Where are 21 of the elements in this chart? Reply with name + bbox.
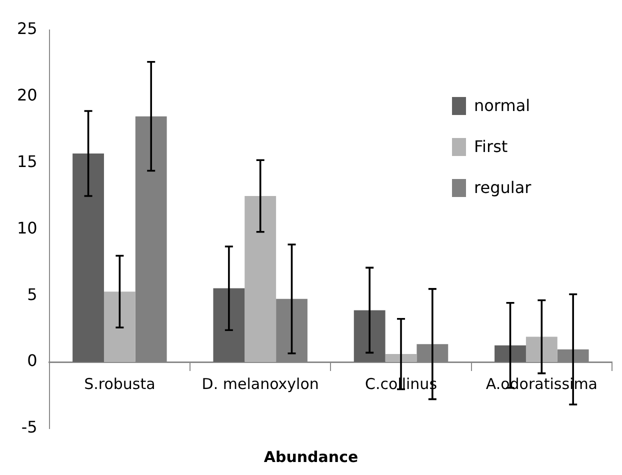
y-tick-label: 25: [17, 19, 38, 38]
y-tick-label: 5: [27, 284, 38, 304]
bar: [72, 154, 104, 362]
legend-label: First: [474, 137, 508, 156]
y-tick-label: 0: [27, 351, 38, 370]
bar: [385, 354, 417, 362]
y-tick-label: 20: [17, 86, 38, 105]
bar: [494, 345, 526, 362]
x-tick-label: S.robusta: [84, 374, 156, 393]
bar: [104, 292, 136, 362]
bar: [526, 336, 558, 362]
legend-label: regular: [474, 178, 532, 197]
legend-label: normal: [474, 96, 530, 115]
y-tick-label: 15: [17, 152, 38, 171]
x-axis-title: Abundance: [262, 448, 360, 466]
bar: [354, 310, 386, 362]
y-tick-label: -5: [21, 418, 38, 437]
x-tick-label: D. melanoxylon: [202, 374, 319, 393]
bar: [244, 196, 276, 362]
y-tick-label: 10: [17, 218, 38, 238]
bar: [213, 288, 245, 362]
